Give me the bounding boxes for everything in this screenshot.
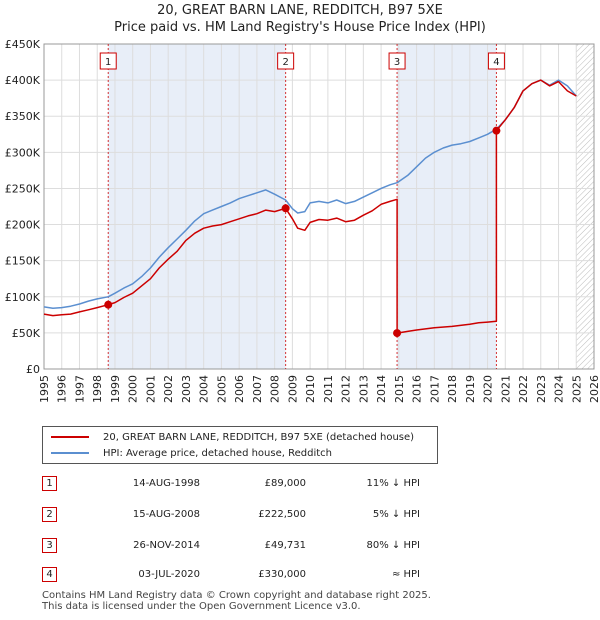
x-tick-label: 2019 <box>464 375 477 403</box>
x-tick-label: 2018 <box>446 375 459 403</box>
sale-date: 15-AUG-2008 <box>132 509 200 520</box>
chart-subtitle: Price paid vs. HM Land Registry's House … <box>114 20 486 35</box>
sale-marker-badge: 2 <box>42 507 57 522</box>
x-tick-label: 2010 <box>304 375 317 403</box>
table-row: 3 26-NOV-2014 £49,731 80% ↓ HPI <box>42 536 462 556</box>
sale-point <box>393 329 402 338</box>
x-tick-label: 1996 <box>56 375 69 403</box>
plot-border <box>43 43 595 370</box>
property-price-line <box>43 79 577 334</box>
sale-marker-box <box>99 52 117 70</box>
x-tick-label: 2024 <box>553 375 566 403</box>
y-tick-label: £100K <box>5 291 41 304</box>
sale-marker-box <box>487 52 505 70</box>
x-tick-label: 2015 <box>393 375 406 403</box>
x-tick-label: 2017 <box>428 375 441 403</box>
legend-label-property: 20, GREAT BARN LANE, REDDITCH, B97 5XE (… <box>103 431 415 443</box>
price-chart: £0 £50K £100K £150K £200K £250K £300K £350K £400… <box>5 38 600 403</box>
sale-marker-label: 4 <box>493 57 499 68</box>
sale-point <box>492 126 501 135</box>
sale-price: £330,000 <box>258 569 306 580</box>
y-tick-label: £150K <box>5 255 41 268</box>
sale-hpi-comparison: ≈ HPI <box>391 569 420 580</box>
hpi-line <box>43 79 577 310</box>
x-tick-label: 2003 <box>180 375 193 403</box>
sale-point <box>104 300 113 309</box>
footer-line-copyright: Contains HM Land Registry data © Crown c… <box>42 590 431 601</box>
x-tick-label: 2007 <box>251 375 264 403</box>
legend-item-property: 20, GREAT BARN LANE, REDDITCH, B97 5XE (… <box>51 430 414 444</box>
sale-price: £49,731 <box>264 540 306 551</box>
sale-price: £89,000 <box>264 478 306 489</box>
footer-line-licence: This data is licensed under the Open Gov… <box>42 601 361 612</box>
table-row: 4 03-JUL-2020 £330,000 ≈ HPI <box>42 565 462 585</box>
x-tick-label: 2005 <box>215 375 228 403</box>
legend-item-hpi: HPI: Average price, detached house, Redd… <box>51 446 332 460</box>
legend-swatch-property <box>51 436 89 438</box>
x-tick-label: 2000 <box>127 375 140 403</box>
x-tick-label: 2008 <box>269 375 282 403</box>
sale-marker-badge: 4 <box>42 567 57 582</box>
sale-marker-badge: 3 <box>42 538 57 553</box>
sale-hpi-comparison: 80% ↓ HPI <box>366 540 420 551</box>
sale-hpi-comparison: 5% ↓ HPI <box>372 509 420 520</box>
sale-price: £222,500 <box>258 509 306 520</box>
x-tick-label: 2009 <box>286 375 299 403</box>
x-tick-label: 1997 <box>73 375 86 403</box>
y-tick-label: £300K <box>5 146 41 159</box>
x-tick-label: 2026 <box>588 375 600 403</box>
x-tick-label: 2011 <box>322 375 335 403</box>
sale-marker-box <box>388 52 406 70</box>
sale-date: 03-JUL-2020 <box>138 569 200 580</box>
y-tick-label: £400K <box>5 74 41 87</box>
table-row: 1 14-AUG-1998 £89,000 11% ↓ HPI <box>42 474 462 494</box>
x-tick-label: 2025 <box>570 375 583 403</box>
sale-point <box>281 204 290 213</box>
x-tick-label: 2022 <box>517 375 530 403</box>
sale-marker-badge: 1 <box>42 476 57 491</box>
y-tick-label: £450K <box>5 38 41 51</box>
y-tick-label: £200K <box>5 219 41 232</box>
chart-title: 20, GREAT BARN LANE, REDDITCH, B97 5XE <box>157 3 443 18</box>
x-tick-label: 2014 <box>375 375 388 403</box>
sale-marker-box <box>277 52 295 70</box>
x-tick-label: 2016 <box>411 375 424 403</box>
sale-date: 26-NOV-2014 <box>133 540 200 551</box>
ownership-band <box>397 44 497 369</box>
x-tick-label: 2013 <box>357 375 370 403</box>
chart-legend: 20, GREAT BARN LANE, REDDITCH, B97 5XE (… <box>42 426 438 464</box>
y-tick-label: £0 <box>26 363 40 376</box>
x-tick-label: 2020 <box>482 375 495 403</box>
legend-swatch-hpi <box>51 452 89 454</box>
sale-marker-label: 2 <box>282 57 288 68</box>
x-tick-label: 1998 <box>91 375 104 403</box>
x-tick-label: 2001 <box>144 375 157 403</box>
y-tick-label: £350K <box>5 110 41 123</box>
sale-date: 14-AUG-1998 <box>132 478 200 489</box>
sale-marker-label: 3 <box>394 57 400 68</box>
x-tick-label: 1995 <box>38 375 51 403</box>
footer-notice: Contains HM Land Registry data © Crown c… <box>42 590 431 612</box>
legend-label-hpi: HPI: Average price, detached house, Redd… <box>103 447 332 459</box>
table-row: 2 15-AUG-2008 £222,500 5% ↓ HPI <box>42 505 462 525</box>
x-tick-label: 2012 <box>340 375 353 403</box>
x-tick-label: 1999 <box>109 375 122 403</box>
forecast-hatch <box>576 44 594 369</box>
x-tick-label: 2004 <box>198 375 211 403</box>
x-tick-label: 2023 <box>535 375 548 403</box>
x-tick-label: 2021 <box>499 375 512 403</box>
x-tick-label: 2006 <box>233 375 246 403</box>
ownership-band <box>108 44 286 369</box>
sale-marker-label: 1 <box>105 57 111 68</box>
y-tick-label: £50K <box>12 327 41 340</box>
sale-hpi-comparison: 11% ↓ HPI <box>366 478 420 489</box>
x-tick-label: 2002 <box>162 375 175 403</box>
y-tick-label: £250K <box>5 182 41 195</box>
